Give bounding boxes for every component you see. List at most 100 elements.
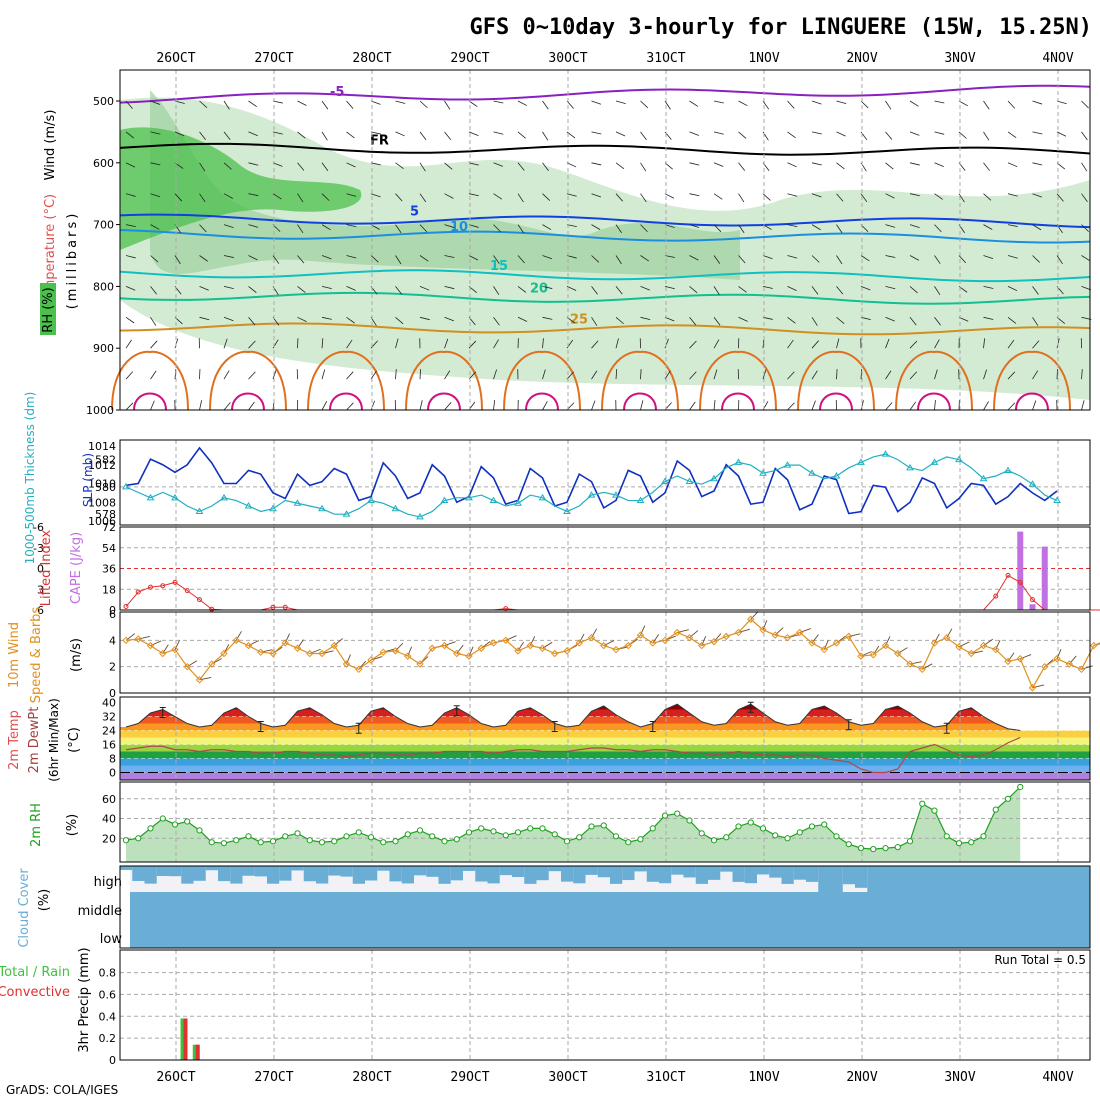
temp-band bbox=[120, 752, 1090, 759]
cloud-high-bar bbox=[328, 866, 340, 876]
date-tick-bottom: 27OCT bbox=[254, 1070, 293, 1085]
cloud-high-bar bbox=[120, 866, 132, 870]
ylabel-6hr-minmax: (6hr Min/Max) bbox=[47, 698, 61, 782]
wind-barb bbox=[1057, 369, 1058, 379]
temp-bands bbox=[120, 703, 1090, 780]
isotherm-30 bbox=[112, 352, 188, 410]
wind-barb bbox=[714, 400, 715, 410]
wind-barb bbox=[910, 402, 916, 410]
wind-barb bbox=[518, 132, 526, 138]
upper-ytick-label: 500 bbox=[93, 95, 114, 108]
rh2m-point bbox=[564, 839, 569, 844]
cloud-level-middle: middle bbox=[78, 904, 122, 919]
wind10-barb bbox=[592, 629, 597, 638]
wind-barb bbox=[1082, 400, 1085, 410]
wind-barb bbox=[1008, 163, 1017, 167]
rh2m-point bbox=[417, 828, 422, 833]
wind10-barb bbox=[151, 641, 162, 646]
rh2m-point bbox=[454, 837, 459, 842]
wind-barb bbox=[714, 101, 724, 103]
footer-credit: GrADS: COLA/IGES bbox=[6, 1083, 118, 1097]
wind10-barb bbox=[457, 645, 463, 653]
rh2m-point bbox=[773, 833, 778, 838]
wind-barb bbox=[886, 403, 893, 410]
wind-barb bbox=[788, 403, 795, 410]
wind-barb bbox=[298, 101, 307, 105]
rh-tick-label: 20 bbox=[102, 832, 116, 845]
wind-barb bbox=[420, 101, 427, 108]
wind-barb bbox=[322, 101, 328, 109]
wind-barb bbox=[812, 101, 821, 104]
cloud-high-bar bbox=[255, 866, 267, 876]
rh-tick-label: 40 bbox=[102, 813, 116, 826]
date-tick-bottom: 1NOV bbox=[748, 1070, 779, 1085]
wind-barb bbox=[812, 132, 822, 134]
ylabel-thickness: 1000-500mb Thickness (dm) bbox=[23, 392, 37, 565]
isotherm-label: 20 bbox=[530, 282, 548, 297]
cloud-high-bar bbox=[194, 866, 206, 881]
cloud-high-bar bbox=[402, 866, 414, 883]
cloud-high-bar bbox=[353, 866, 365, 884]
cloud-high-bar bbox=[218, 866, 230, 881]
slp-tick-label: 1014 bbox=[88, 440, 116, 453]
wind-barb bbox=[788, 132, 796, 138]
wind-barb bbox=[739, 163, 745, 171]
cloud-high-bar bbox=[696, 866, 708, 884]
wind-barb bbox=[935, 163, 944, 167]
ylabel-speed-barbs: Speed & Barbs bbox=[29, 607, 44, 704]
cloud-high-bar bbox=[561, 866, 573, 882]
wind10-barb bbox=[298, 640, 304, 649]
precip-tick-label: 0.6 bbox=[99, 988, 117, 1001]
wind-barb bbox=[347, 403, 354, 410]
wind-barb bbox=[641, 101, 648, 108]
wind-barb bbox=[984, 101, 990, 109]
wind-barb bbox=[788, 101, 795, 108]
wind-barb bbox=[151, 371, 157, 379]
cloud-high-bar bbox=[279, 866, 291, 881]
ylabel-slp: SLP (mb) bbox=[81, 453, 95, 507]
rh2m-point bbox=[871, 847, 876, 852]
ylabel-convective: Convective bbox=[0, 985, 70, 1000]
wind-barb bbox=[224, 371, 229, 380]
date-tick-top: 2NOV bbox=[846, 51, 877, 66]
rh2m-point bbox=[430, 834, 435, 839]
wind-barb bbox=[935, 101, 945, 103]
wind-barb bbox=[714, 132, 724, 134]
cloud-high-bar bbox=[549, 866, 561, 871]
rh2m-point bbox=[209, 840, 214, 845]
wind-tick-label: 4 bbox=[109, 634, 116, 647]
rh2m-point bbox=[920, 801, 925, 806]
wind-barb bbox=[420, 132, 426, 140]
rh2m-point bbox=[711, 838, 716, 843]
rh2m-point bbox=[258, 840, 263, 845]
date-tick-top: 30OCT bbox=[548, 51, 587, 66]
date-tick-top: 26OCT bbox=[156, 51, 195, 66]
wind-barb bbox=[837, 163, 845, 169]
date-tick-top: 29OCT bbox=[450, 51, 489, 66]
rh2m-point bbox=[907, 839, 912, 844]
cloud-high-bar bbox=[316, 866, 328, 884]
precip-tick-label: 0.4 bbox=[99, 1010, 117, 1023]
wind-barb bbox=[1033, 401, 1036, 410]
isotherm-35 bbox=[428, 394, 460, 411]
cloud-high-bar bbox=[573, 866, 585, 883]
rh2m-point bbox=[736, 824, 741, 829]
rh2m-point bbox=[577, 835, 582, 840]
rh2m-point bbox=[650, 826, 655, 831]
wind-barb bbox=[616, 101, 626, 104]
rh2m-point bbox=[687, 818, 692, 823]
wind-barb bbox=[984, 132, 989, 140]
temp-tick-label: 32 bbox=[102, 711, 116, 724]
date-tick-bottom: 29OCT bbox=[450, 1070, 489, 1085]
upper-ytick-label: 900 bbox=[93, 342, 114, 355]
wind-tick-label: 6 bbox=[109, 608, 116, 621]
ylabel-2m-temp: 2m Temp bbox=[7, 710, 22, 770]
precip-tick-label: 0.2 bbox=[99, 1032, 117, 1045]
rh2m-point bbox=[344, 834, 349, 839]
temp-band bbox=[120, 717, 1090, 724]
wind-barb bbox=[494, 132, 504, 134]
